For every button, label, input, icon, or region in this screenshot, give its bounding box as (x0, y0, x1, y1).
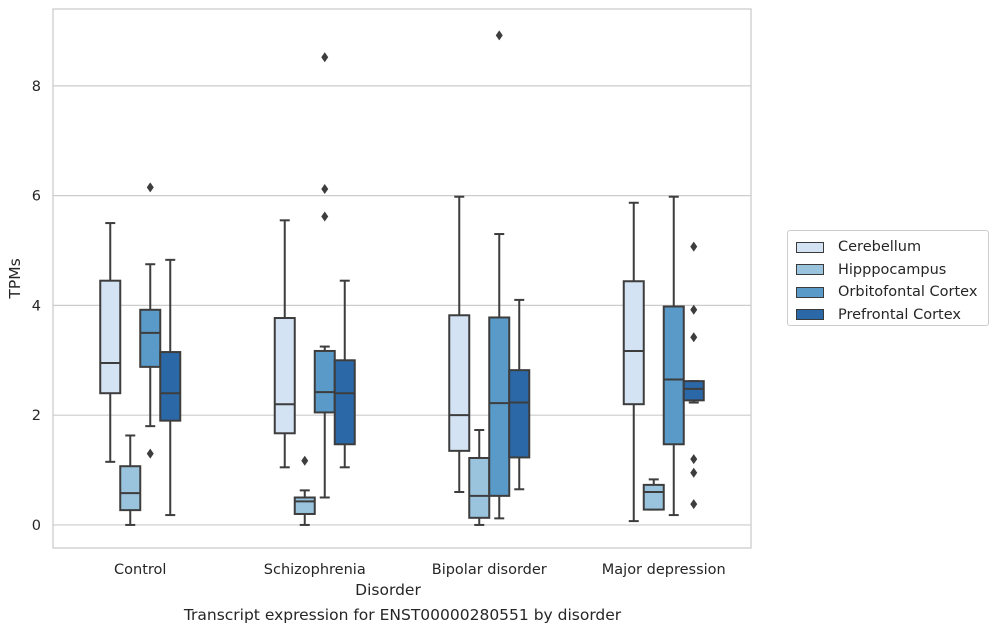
legend-label: Cerebellum (838, 239, 922, 256)
outlier-point (690, 467, 698, 478)
outlier-point (301, 455, 309, 466)
iqr-box (333, 359, 356, 446)
outlier-point (321, 211, 329, 222)
grid-lines (53, 85, 751, 526)
box-hipppocampus (119, 434, 142, 526)
legend-label: Hipppocampus (838, 261, 947, 278)
iqr-box (313, 349, 336, 414)
iqr-box (99, 279, 122, 395)
legend: Cerebellum Hipppocampus Orbitofontal Corte… (787, 230, 989, 326)
legend-item: Orbitofontal Cortex (796, 281, 980, 304)
box-prefrontal-cortex (508, 298, 531, 491)
iqr-box (119, 465, 142, 512)
iqr-box (159, 351, 182, 422)
box-orbitofontal-cortex (662, 195, 685, 517)
y-tick-label: 2 (32, 408, 41, 424)
iqr-box (508, 369, 531, 459)
legend-swatch (796, 286, 824, 298)
x-tick-label: Control (114, 562, 166, 578)
y-tick-label: 0 (32, 518, 41, 534)
iqr-box (488, 316, 511, 497)
iqr-box (448, 314, 471, 452)
box-hipppocampus (642, 478, 665, 511)
y-tick-label: 6 (32, 189, 41, 205)
iqr-box (642, 483, 665, 511)
box-hipppocampus (293, 455, 316, 526)
outlier-point (690, 499, 698, 510)
iqr-box (273, 317, 296, 435)
box-orbitofontal-cortex (139, 182, 162, 459)
box-prefrontal-cortex (159, 258, 182, 517)
box-prefrontal-cortex (333, 279, 356, 469)
iqr-box (139, 308, 162, 368)
outlier-point (690, 454, 698, 465)
chart-caption: Transcript expression for ENST0000028055… (183, 606, 622, 624)
y-tick-label: 8 (32, 79, 41, 95)
legend-label: Prefrontal Cortex (838, 306, 961, 323)
outlier-point (321, 184, 329, 195)
iqr-box (468, 456, 491, 519)
legend-swatch (796, 241, 824, 253)
legend-item: Hipppocampus (796, 259, 980, 282)
outlier-point (146, 448, 154, 459)
legend-item: Cerebellum (796, 236, 980, 259)
plot-frame (52, 8, 752, 549)
iqr-box (622, 280, 645, 406)
outlier-point (321, 52, 329, 63)
outlier-point (690, 332, 698, 343)
box-hipppocampus (468, 428, 491, 526)
iqr-box (662, 305, 685, 446)
box-cerebellum (99, 222, 122, 463)
outlier-point (690, 304, 698, 315)
x-tick-label: Major depression (602, 562, 726, 578)
y-tick-labels: 0 2 4 6 8 (32, 79, 41, 534)
legend-swatch (796, 264, 824, 276)
legend-item: Prefrontal Cortex (796, 304, 980, 327)
legend-swatch (796, 309, 824, 321)
outlier-point (495, 30, 503, 41)
box-prefrontal-cortex (682, 241, 705, 510)
y-tick-label: 4 (32, 298, 41, 314)
x-tick-labels: Control Schizophrenia Bipolar disorder Majo… (114, 562, 726, 578)
x-axis-label: Disorder (355, 581, 421, 599)
box-orbitofontal-cortex (488, 30, 511, 520)
legend-label: Orbitofontal Cortex (838, 284, 978, 301)
box-orbitofontal-cortex (313, 52, 336, 499)
box-cerebellum (273, 219, 296, 469)
box-plot-marks (99, 30, 705, 526)
iqr-box (682, 380, 705, 402)
y-axis-label: TPMs (6, 258, 24, 299)
outlier-point (690, 241, 698, 252)
box-cerebellum (622, 201, 645, 523)
x-tick-label: Bipolar disorder (432, 562, 547, 578)
box-cerebellum (448, 195, 471, 494)
outlier-point (146, 182, 154, 193)
x-tick-label: Schizophrenia (264, 562, 366, 578)
iqr-box (293, 496, 316, 515)
